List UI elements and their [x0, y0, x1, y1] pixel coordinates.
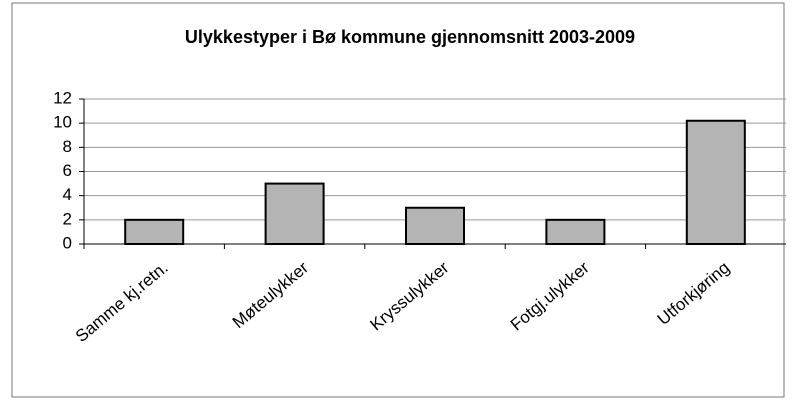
- y-tick-label: 10: [53, 113, 72, 132]
- bar: [405, 206, 465, 245]
- chart-border: [11, 2, 785, 398]
- y-tick-label: 2: [63, 209, 72, 228]
- bar: [545, 218, 606, 245]
- y-tick-label: 12: [53, 88, 72, 107]
- y-tick-label: 8: [63, 137, 72, 156]
- bar: [685, 119, 746, 245]
- chart-title: Ulykkestyper i Bø kommune gjennomsnitt 2…: [185, 27, 635, 47]
- y-tick-label: 0: [63, 233, 72, 252]
- bar: [264, 182, 325, 245]
- y-tick-label: 6: [63, 161, 72, 180]
- y-tick-label: 4: [63, 185, 72, 204]
- bar: [124, 218, 185, 245]
